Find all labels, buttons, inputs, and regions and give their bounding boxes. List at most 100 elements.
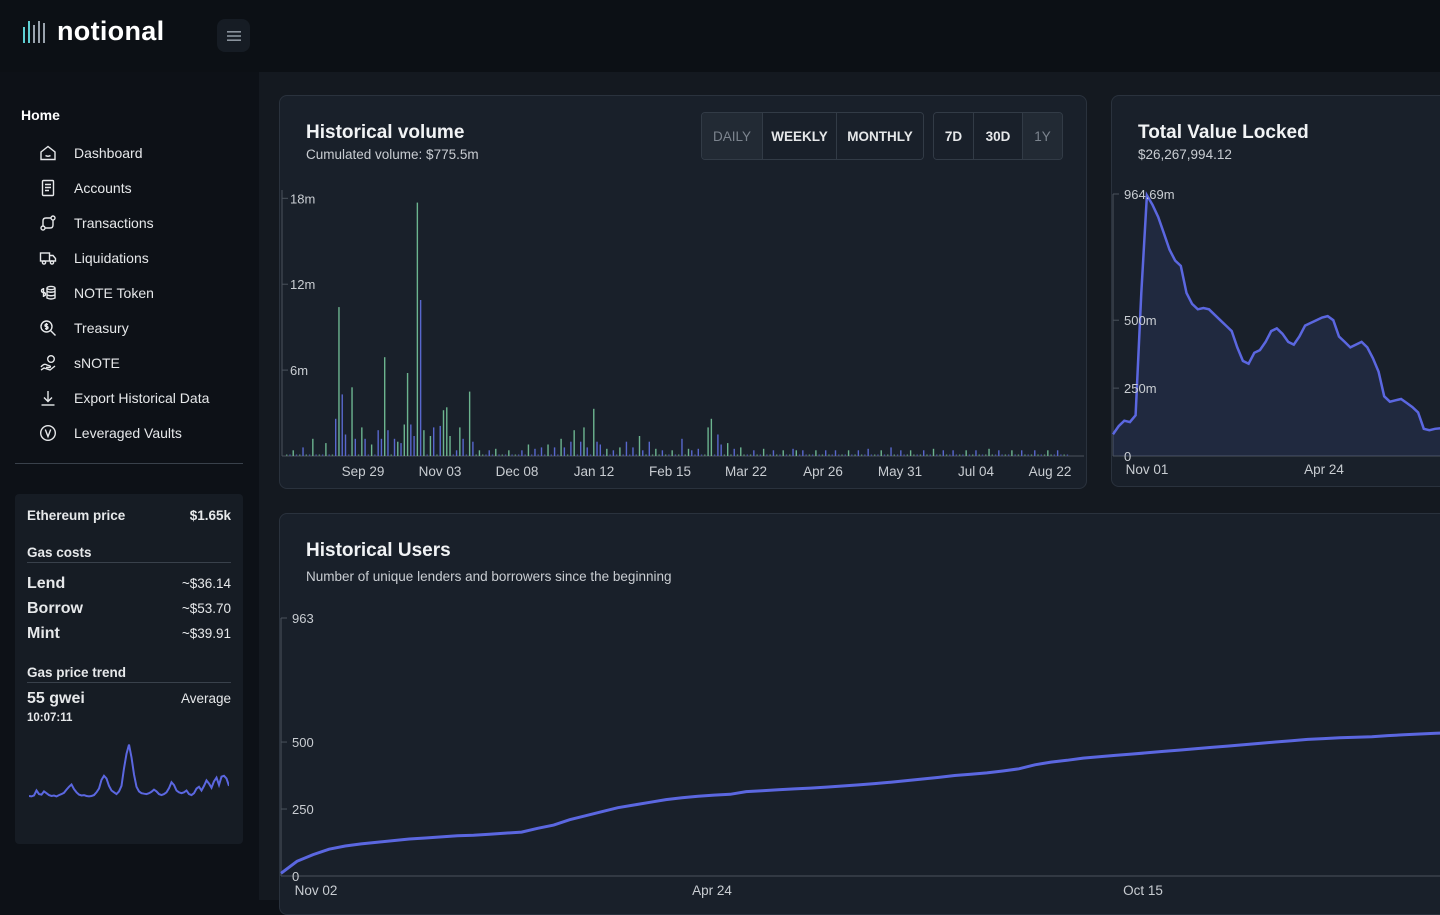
volume-bar: [785, 454, 788, 456]
volume-bar: [550, 454, 552, 456]
sidebar-item-snote[interactable]: sNOTE: [0, 345, 259, 380]
volume-bar: [1011, 450, 1013, 456]
download-icon: [38, 388, 58, 408]
volume-bar: [936, 454, 938, 456]
volume-bar: [952, 450, 954, 456]
volume-bar: [615, 454, 618, 456]
volume-bar: [537, 454, 539, 456]
historical-volume-card: Historical volume Cumulated volume: $775…: [279, 95, 1087, 489]
eth-price-value: $1.65k: [189, 508, 231, 523]
vol-y-tick-label: 18m: [290, 191, 315, 206]
sidebar-item-label: Transactions: [74, 214, 154, 231]
volume-bar: [295, 454, 298, 456]
sidebar-item-liquidations[interactable]: Liquidations: [0, 240, 259, 275]
period-tab-group: DAILY WEEKLY MONTHLY: [701, 112, 924, 160]
volume-bar: [880, 450, 882, 456]
tab-daily[interactable]: DAILY: [702, 113, 763, 159]
volume-bar: [978, 454, 980, 456]
total-value-locked-card: Total Value Locked $26,267,994.12 964.69…: [1111, 95, 1440, 487]
volume-bar: [1030, 454, 1033, 456]
sidebar-item-label: Export Historical Data: [74, 389, 210, 406]
volume-bar: [985, 454, 987, 456]
tab-monthly[interactable]: MONTHLY: [837, 113, 923, 159]
volume-bar: [909, 450, 912, 456]
volume-bar: [1066, 454, 1069, 456]
users-x-tick-label: Nov 02: [295, 883, 338, 898]
volume-bar: [756, 454, 758, 456]
volume-bar: [821, 454, 824, 456]
tab-7d[interactable]: 7D: [934, 113, 974, 159]
volume-bar: [645, 454, 647, 456]
volume-bar: [635, 454, 637, 456]
volume-bar: [874, 454, 876, 456]
volume-bar: [318, 454, 321, 456]
volume-bar: [1007, 454, 1010, 456]
sidebar-item-label: Dashboard: [74, 144, 143, 161]
volume-bar: [779, 454, 781, 456]
volume-bar: [877, 454, 879, 456]
volume-bar: [958, 454, 961, 456]
sidebar-item-transactions[interactable]: Transactions: [0, 205, 259, 240]
volume-bar: [700, 454, 703, 456]
users-line: [280, 731, 1440, 875]
sidebar-item-leveraged-vaults[interactable]: Leveraged Vaults: [0, 415, 259, 450]
logo[interactable]: notional: [22, 16, 164, 47]
volume-bar: [531, 454, 533, 456]
vol-x-tick-label: Jul 04: [958, 464, 995, 479]
volume-bar: [501, 454, 503, 456]
vault-icon: [38, 423, 58, 443]
menu-toggle-button[interactable]: [217, 19, 250, 52]
volume-bar: [811, 454, 814, 456]
vol-x-tick-label: May 31: [878, 464, 922, 479]
volume-bar: [1056, 450, 1059, 456]
volume-bar: [736, 454, 739, 456]
sidebar-item-label: NOTE Token: [74, 284, 154, 301]
volume-bar: [776, 454, 778, 456]
brand-name: notional: [57, 16, 165, 46]
sidebar-item-accounts[interactable]: Accounts: [0, 170, 259, 205]
volume-bar: [321, 454, 324, 456]
volume-bar: [625, 441, 628, 456]
sidebar-item-treasury[interactable]: Treasury: [0, 310, 259, 345]
volume-bar: [508, 450, 510, 456]
volume-bar: [707, 427, 709, 456]
volume-bar: [713, 454, 716, 456]
volume-bar: [357, 454, 360, 456]
volume-bar: [580, 441, 582, 456]
volume-bar: [674, 454, 677, 456]
volume-bar: [341, 394, 343, 456]
gas-cost-value: ~$53.70: [181, 601, 231, 616]
gas-gwei-row: 55 gwei Average: [27, 690, 231, 708]
sidebar-item-dashboard[interactable]: Dashboard: [0, 135, 259, 170]
users-x-tick-label: Oct 15: [1123, 883, 1163, 898]
gas-cost-row-lend: Lend ~$36.14: [27, 575, 231, 593]
volume-bar: [926, 454, 928, 456]
volume-bar: [364, 438, 366, 456]
sidebar-item-label: Liquidations: [74, 249, 149, 266]
volume-bar: [727, 443, 729, 456]
volume-bar: [478, 450, 481, 456]
volume-bar: [762, 448, 765, 456]
volume-bar: [429, 436, 432, 456]
volume-bar: [331, 454, 334, 456]
volume-bar: [648, 441, 650, 456]
volume-bar: [1034, 450, 1036, 456]
volume-bar: [521, 450, 523, 456]
volume-bar: [929, 454, 931, 456]
volume-bar: [1017, 454, 1020, 456]
volume-bar: [338, 307, 340, 456]
sidebar-item-export-historical-data[interactable]: Export Historical Data: [0, 380, 259, 415]
sidebar-item-note-token[interactable]: NOTE Token: [0, 275, 259, 310]
volume-bar: [475, 454, 477, 456]
volume-bar: [975, 450, 977, 456]
volume-bar: [903, 454, 905, 456]
tab-30d[interactable]: 30D: [974, 113, 1023, 159]
volume-bar: [485, 454, 487, 456]
tab-weekly[interactable]: WEEKLY: [763, 113, 837, 159]
volume-bar: [527, 444, 530, 456]
sidebar-item-label: Leveraged Vaults: [74, 424, 182, 441]
home-icon: [38, 143, 58, 163]
volume-bar: [1063, 454, 1065, 456]
volume-bar: [851, 454, 853, 456]
tab-1y[interactable]: 1Y: [1023, 113, 1062, 159]
